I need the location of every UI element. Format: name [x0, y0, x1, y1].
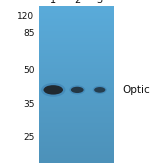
Ellipse shape	[71, 87, 84, 93]
Text: 25: 25	[23, 133, 34, 142]
Ellipse shape	[44, 85, 63, 95]
Text: 50: 50	[23, 66, 34, 75]
Text: 85: 85	[23, 29, 34, 38]
Text: 3: 3	[97, 0, 103, 5]
Ellipse shape	[69, 85, 85, 95]
Text: 35: 35	[23, 100, 34, 109]
Text: 1: 1	[50, 0, 56, 5]
Text: 120: 120	[17, 12, 34, 21]
Ellipse shape	[41, 83, 65, 97]
Text: 2: 2	[74, 0, 80, 5]
Text: Opticin: Opticin	[122, 85, 150, 95]
Ellipse shape	[94, 87, 105, 93]
Ellipse shape	[93, 86, 107, 94]
